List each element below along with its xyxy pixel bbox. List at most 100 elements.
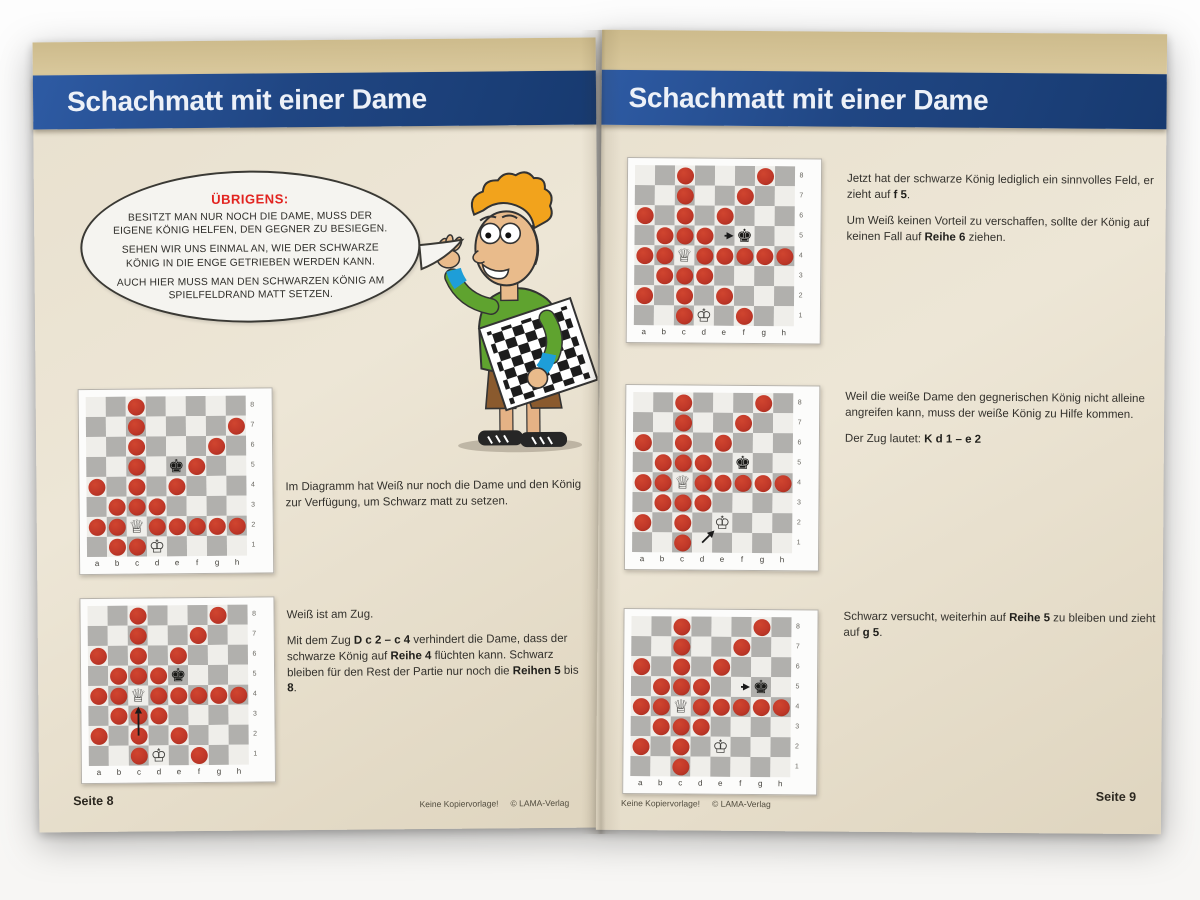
board-square: [88, 725, 109, 747]
board-square: [630, 676, 652, 697]
board-square: [632, 492, 653, 513]
board-square: [672, 512, 693, 533]
board-square: [692, 452, 713, 473]
board-square: [671, 636, 692, 657]
board-square: ♕: [128, 685, 149, 707]
text-section-r2: Weil die weiße Dame den gegnerischen Kön…: [845, 390, 1159, 450]
rank-label: 4: [252, 690, 257, 698]
red-dot-marker: [772, 698, 790, 716]
red-dot-marker: [207, 437, 225, 455]
copy-warning: Keine Kopiervorlage!: [419, 798, 499, 810]
red-dot-marker: [109, 687, 127, 705]
rank-label: 2: [796, 519, 801, 527]
red-dot-marker: [732, 638, 750, 656]
board-square: [652, 412, 674, 433]
board-square: [692, 432, 713, 453]
page-number: Seite 8: [73, 793, 114, 809]
red-dot-marker: [190, 746, 208, 764]
board-square: [145, 396, 166, 417]
board-square: [228, 724, 249, 745]
rank-label: 4: [797, 479, 802, 487]
red-dot-marker: [715, 287, 733, 305]
file-label: f: [742, 327, 745, 337]
board-square: [694, 265, 715, 286]
page-title-banner: Schachmatt mit einer Dame: [32, 70, 597, 130]
file-label: d: [699, 554, 705, 564]
rank-label: 6: [252, 650, 257, 658]
board-square: [674, 185, 695, 206]
board-grid: ♚ ♕ ♔: [87, 604, 249, 766]
board-square: [108, 705, 129, 726]
board-square: [772, 413, 794, 434]
red-dot-marker: [752, 698, 770, 716]
rank-label: 8: [252, 610, 257, 618]
speech-bubble-tail: [418, 238, 465, 271]
board-square: [712, 432, 733, 453]
board-square: [731, 636, 752, 657]
board-square: [771, 637, 792, 658]
red-dot-marker: [109, 707, 128, 725]
board-square: [711, 636, 732, 657]
board-square: [186, 515, 207, 537]
board-square: [226, 455, 247, 476]
board-square: [752, 492, 773, 514]
rank-labels: 8 7 6 5 4 3 2 1: [246, 396, 260, 556]
board-square: [166, 496, 187, 517]
red-dot-marker: [127, 438, 145, 456]
board-square: [227, 604, 248, 625]
board-square: [188, 704, 209, 726]
board-square: [751, 616, 772, 638]
board-square: [147, 645, 169, 666]
board-square: [754, 245, 775, 267]
board-square: [188, 664, 209, 686]
rank-label: 8: [795, 623, 800, 631]
board-square: [168, 745, 189, 766]
board-square: [711, 616, 732, 637]
board-square: [750, 736, 771, 758]
rank-label: 4: [250, 481, 255, 489]
red-dot-marker: [715, 247, 733, 265]
board-square: [734, 205, 755, 226]
board-square: [753, 305, 774, 327]
red-dot-marker: [735, 247, 753, 265]
board-square: [713, 285, 735, 306]
board-square: [730, 756, 751, 777]
board-square: [673, 285, 695, 306]
board-grid: ♚ ♕ ♔: [632, 392, 794, 554]
white-king-piece: ♔: [148, 536, 166, 558]
board-square: [87, 625, 108, 647]
red-dot-marker: [129, 647, 147, 665]
white-queen-piece: ♕: [674, 472, 691, 494]
board-square: [188, 744, 209, 766]
board-square: [206, 535, 228, 556]
file-label: c: [135, 558, 140, 568]
rank-label: 6: [795, 663, 800, 671]
page-right: Schachmatt mit einer Dame ♚ ♕ ♔ 8 7 6 5 4 3 2 1 a b c…: [595, 29, 1168, 835]
board-square: [188, 684, 209, 706]
black-king-piece: ♚: [734, 452, 751, 474]
red-dot-marker: [695, 227, 714, 245]
red-dot-marker: [148, 497, 166, 515]
red-dot-marker: [167, 477, 186, 495]
rank-label: 6: [799, 212, 804, 220]
board-square: [770, 697, 791, 718]
chess-teacher-illustration: [431, 171, 599, 453]
board-square: [167, 645, 189, 666]
board-square: [734, 265, 755, 286]
red-dot-marker: [127, 478, 146, 496]
board-square: [654, 205, 675, 226]
board-grid: ♚ ♕ ♔: [85, 395, 248, 558]
board-inner: ♚ ♕ ♔ 8 7 6 5 4 3 2 1: [87, 604, 271, 766]
board-square: [652, 492, 673, 513]
text-run: f 5: [893, 188, 908, 202]
red-dot-marker: [149, 686, 167, 704]
board-square: [691, 616, 712, 637]
board-square: [633, 285, 655, 306]
board-square: [694, 205, 715, 226]
board-square: [106, 516, 127, 537]
text-run: Mit dem Zug: [286, 634, 354, 648]
red-dot-marker: [89, 647, 107, 665]
board-square: [108, 685, 129, 706]
file-label: a: [96, 767, 102, 777]
board-square: ♚: [734, 225, 755, 247]
